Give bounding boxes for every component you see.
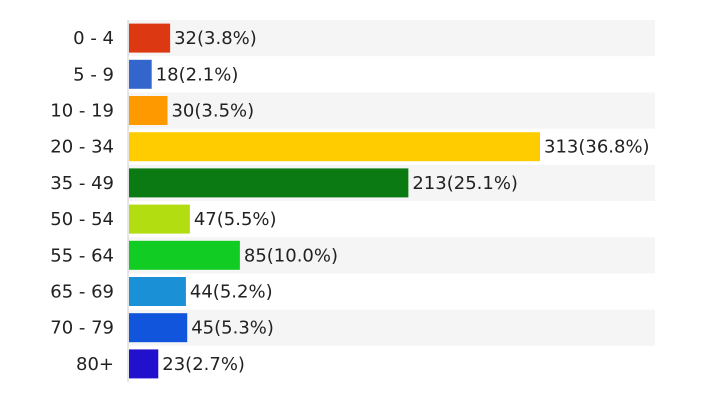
value-label: 85(10.0%) <box>244 245 338 266</box>
value-label: 213(25.1%) <box>412 173 518 194</box>
value-label: 30(3.5%) <box>171 101 254 122</box>
category-label: 55 - 64 <box>50 245 114 266</box>
category-label: 10 - 19 <box>50 101 114 122</box>
bars <box>129 23 540 379</box>
category-label: 50 - 54 <box>50 209 114 230</box>
category-label: 20 - 34 <box>50 137 114 158</box>
value-label: 313(36.8%) <box>544 137 650 158</box>
bar-9 <box>129 349 159 379</box>
row-bands <box>128 20 655 346</box>
value-labels: 32(3.8%) 18(2.1%) 30(3.5%) 313(36.8%) 213(25… <box>156 28 650 375</box>
bar-2 <box>129 96 168 125</box>
value-label: 23(2.7%) <box>162 354 245 375</box>
bar-4 <box>129 168 409 198</box>
bar-0 <box>129 23 171 53</box>
row-band <box>128 20 655 57</box>
value-label: 18(2.1%) <box>156 64 239 85</box>
category-label: 35 - 49 <box>50 173 114 194</box>
bar-7 <box>129 277 186 306</box>
bar-1 <box>129 59 152 89</box>
category-label: 80+ <box>76 354 114 375</box>
category-labels: 0 - 4 5 - 9 10 - 19 20 - 34 35 - 49 50 - 54 55… <box>50 28 114 375</box>
value-label: 44(5.2%) <box>190 282 273 303</box>
value-label: 45(5.3%) <box>191 318 274 339</box>
bar-8 <box>129 313 188 343</box>
category-label: 70 - 79 <box>50 318 114 339</box>
value-label: 47(5.5%) <box>194 209 277 230</box>
row-band <box>128 92 655 129</box>
bar-3 <box>129 132 540 162</box>
bar-6 <box>129 240 240 270</box>
row-band <box>128 309 655 346</box>
category-label: 65 - 69 <box>50 282 114 303</box>
value-label: 32(3.8%) <box>174 28 257 49</box>
bar-5 <box>129 204 190 234</box>
category-label: 0 - 4 <box>73 28 114 49</box>
category-label: 5 - 9 <box>73 64 114 85</box>
